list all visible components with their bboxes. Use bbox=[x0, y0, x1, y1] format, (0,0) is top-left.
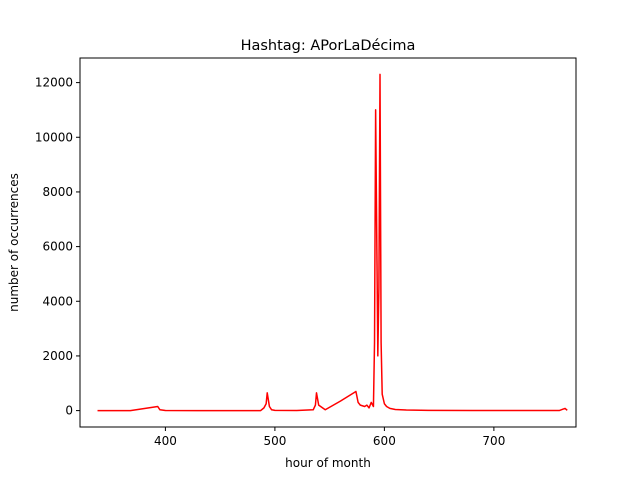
y-tick-label: 0 bbox=[65, 404, 73, 418]
x-tick-label: 500 bbox=[263, 434, 286, 448]
x-tick-label: 600 bbox=[373, 434, 396, 448]
y-axis-label: number of occurrences bbox=[7, 173, 21, 312]
y-tick-label: 12000 bbox=[35, 76, 73, 90]
x-axis-label: hour of month bbox=[285, 456, 371, 470]
x-tick-label: 700 bbox=[482, 434, 505, 448]
y-tick-label: 6000 bbox=[42, 240, 73, 254]
chart-title: Hashtag: APorLaDécima bbox=[241, 38, 416, 54]
x-tick-label: 400 bbox=[154, 434, 177, 448]
y-tick-label: 8000 bbox=[42, 185, 73, 199]
plot-frame bbox=[79, 57, 577, 428]
y-tick-label: 2000 bbox=[42, 349, 73, 363]
x-axis-ticks: 400 500 600 700 bbox=[154, 427, 505, 448]
series-layer bbox=[97, 73, 568, 412]
series-line bbox=[97, 73, 568, 412]
y-axis-ticks: 0 2000 4000 6000 8000 10000 12000 bbox=[35, 76, 80, 418]
plot-background bbox=[80, 58, 576, 427]
y-tick-label: 4000 bbox=[42, 294, 73, 308]
y-tick-label: 10000 bbox=[35, 130, 73, 144]
plot-area bbox=[80, 58, 576, 427]
